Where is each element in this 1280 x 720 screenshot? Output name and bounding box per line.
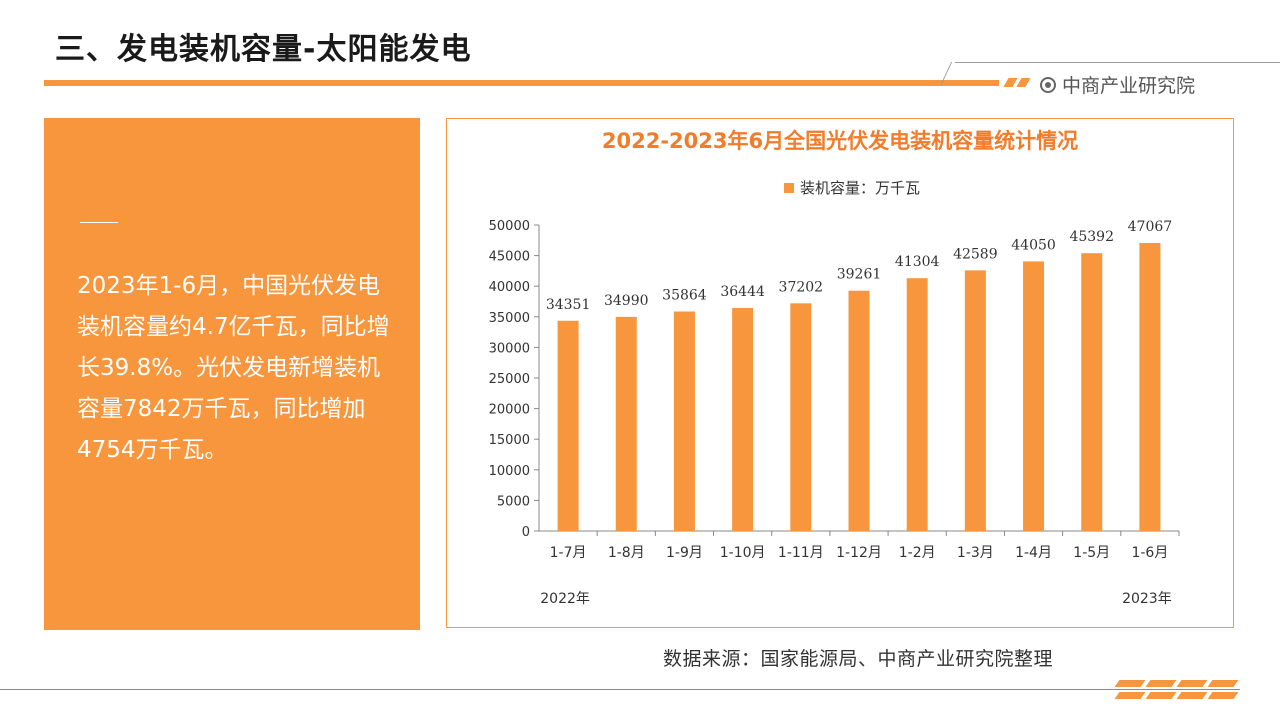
- panel-divider: [80, 222, 118, 223]
- y-tick-label: 0: [522, 525, 530, 540]
- y-tick-label: 40000: [489, 280, 530, 295]
- footer-stripes: [1114, 680, 1239, 699]
- y-tick-label: 35000: [489, 311, 530, 326]
- stripe: [1207, 692, 1239, 699]
- stripe: [1207, 680, 1239, 687]
- stripe: [1176, 692, 1208, 699]
- summary-panel: 2023年1-6月，中国光伏发电装机容量约4.7亿千瓦，同比增长39.8%。光伏…: [44, 118, 420, 630]
- bar-value-label: 36444: [720, 284, 765, 300]
- x-tick-label: 1-12月: [836, 545, 882, 561]
- x-tick-label: 1-10月: [720, 545, 766, 561]
- bar: [1081, 253, 1103, 531]
- y-tick-label: 30000: [489, 341, 530, 356]
- stripe: [1016, 78, 1031, 87]
- bar-value-label: 34351: [546, 297, 591, 313]
- year-label: 2023年: [1122, 591, 1172, 607]
- data-source: 数据来源：国家能源局、中商产业研究院整理: [663, 648, 1054, 670]
- footer-stripe-row: [1114, 680, 1239, 687]
- bar-value-label: 47067: [1128, 219, 1173, 235]
- bar-value-label: 45392: [1069, 229, 1114, 245]
- x-tick-label: 1-3月: [957, 545, 994, 561]
- y-tick-label: 15000: [489, 433, 530, 448]
- brand-name: 中商产业研究院: [1062, 75, 1196, 97]
- footer-stripe-row: [1114, 692, 1239, 699]
- chart-title: 2022-2023年6月全国光伏发电装机容量统计情况: [602, 129, 1078, 153]
- bar: [964, 270, 986, 531]
- stripe: [1114, 692, 1146, 699]
- bar: [1023, 261, 1045, 531]
- x-tick-label: 1-6月: [1131, 545, 1168, 561]
- x-tick-label: 1-8月: [608, 545, 645, 561]
- summary-text: 2023年1-6月，中国光伏发电装机容量约4.7亿千瓦，同比增长39.8%。光伏…: [77, 273, 390, 463]
- x-tick-label: 1-2月: [899, 545, 936, 561]
- stripe: [1145, 680, 1177, 687]
- bar: [790, 303, 812, 531]
- y-tick-label: 50000: [489, 219, 530, 234]
- y-tick-label: 10000: [489, 464, 530, 479]
- bar-value-label: 44050: [1011, 237, 1056, 253]
- bar: [557, 320, 579, 531]
- bar-value-label: 41304: [895, 254, 940, 270]
- y-tick-label: 20000: [489, 403, 530, 418]
- y-tick-label: 25000: [489, 372, 530, 387]
- bar-value-label: 37202: [779, 279, 824, 295]
- y-tick-label: 5000: [497, 494, 530, 509]
- bar-chart: 2022-2023年6月全国光伏发电装机容量统计情况 装机容量：万千瓦 0 500…: [489, 129, 1180, 607]
- legend-swatch: [784, 183, 794, 193]
- bar: [732, 307, 754, 531]
- bar-value-label: 34990: [604, 293, 649, 309]
- x-tick-label: 1-4月: [1015, 545, 1052, 561]
- stripe: [1114, 680, 1146, 687]
- chart-container: 2022-2023年6月全国光伏发电装机容量统计情况 装机容量：万千瓦 0 500…: [446, 118, 1234, 628]
- x-tick-label: 1-9月: [666, 545, 703, 561]
- bar-value-label: 35864: [662, 288, 707, 304]
- x-tick-label: 1-7月: [550, 545, 587, 561]
- legend-label: 装机容量：万千瓦: [800, 179, 920, 197]
- year-label: 2022年: [540, 591, 590, 607]
- header-stripes: [1003, 78, 1031, 87]
- brand: 中商产业研究院: [1040, 71, 1195, 98]
- chart-bars: 34351 34990 35864 36444 37202 39261 41304 42589…: [546, 219, 1172, 531]
- bar-value-label: 39261: [837, 267, 882, 283]
- header-thin-line: [955, 62, 1280, 63]
- bar: [615, 316, 637, 531]
- bar-value-label: 42589: [953, 246, 998, 262]
- x-tick-label: 1-11月: [778, 545, 824, 561]
- y-tick-label: 45000: [489, 250, 530, 265]
- x-tick-label: 1-5月: [1073, 545, 1110, 561]
- header-accent-line: [44, 80, 999, 86]
- stripe: [1145, 692, 1177, 699]
- page-title: 三、发电装机容量-太阳能发电: [55, 32, 472, 67]
- bar: [848, 290, 870, 531]
- chart-axes: 0 5000 10000 15000 20000 25000 30000 35000 40000…: [489, 219, 1180, 607]
- footer-line: [0, 689, 1240, 690]
- target-circle-icon: [1040, 76, 1056, 93]
- bar: [673, 311, 695, 531]
- stripe: [1003, 78, 1018, 87]
- stripe: [1176, 680, 1208, 687]
- bar: [1139, 242, 1161, 531]
- bar: [906, 278, 928, 531]
